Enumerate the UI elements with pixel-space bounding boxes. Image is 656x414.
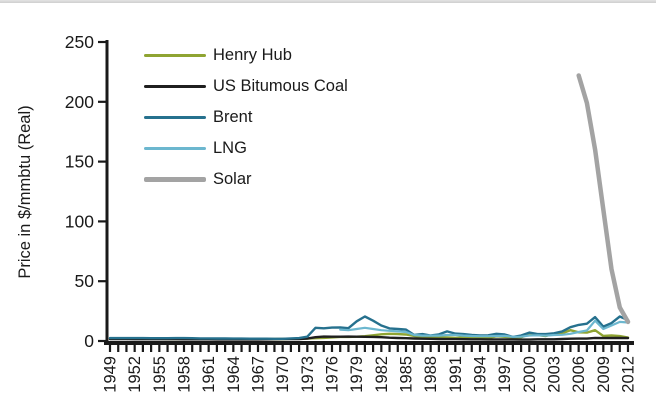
- x-axis-tick-label: 2000: [521, 356, 539, 393]
- x-axis-tick-label: 1955: [151, 356, 169, 393]
- legend-item-lng: LNG: [144, 133, 348, 164]
- series-line-solar: [576, 73, 631, 325]
- series-line-brent: [108, 315, 630, 340]
- x-axis-tick-label: 1988: [422, 356, 440, 393]
- x-axis-tick-label: 1982: [373, 356, 391, 393]
- y-axis-tick-label: 100: [65, 211, 94, 231]
- legend-swatch-us-bitumous-coal: [144, 85, 206, 88]
- y-axis-title: Price in $/mmbtu (Real): [16, 105, 34, 278]
- legend: Henry Hub US Bitumous Coal Brent LNG Sol…: [144, 40, 348, 195]
- x-axis-tick-label: 1970: [274, 356, 292, 393]
- x-axis-tick-label: 1961: [200, 356, 218, 393]
- x-axis-tick-label: 1952: [126, 356, 144, 393]
- x-axis-tick-label: 1994: [471, 356, 489, 393]
- x-axis-tick-label: 1979: [348, 356, 366, 393]
- x-axis-tick-label: 2009: [595, 356, 613, 393]
- legend-item-brent: Brent: [144, 102, 348, 133]
- legend-label-us-bitumous-coal: US Bitumous Coal: [213, 77, 348, 95]
- legend-swatch-lng: [144, 147, 206, 150]
- x-axis-tick-label: 1949: [102, 356, 120, 393]
- y-axis-tick-label: 50: [75, 271, 95, 291]
- legend-label-lng: LNG: [213, 139, 247, 157]
- x-axis-tick-label: 2012: [619, 356, 637, 393]
- x-axis-tick-label: 2006: [570, 356, 588, 393]
- x-axis-tick-label: 1997: [496, 356, 514, 393]
- x-axis-tick-label: 1976: [323, 356, 341, 393]
- x-axis-tick-label: 1973: [299, 356, 317, 393]
- x-axis-tick-label: 2003: [545, 356, 563, 393]
- legend-item-henry-hub: Henry Hub: [144, 40, 348, 71]
- y-axis-tick-label: 200: [65, 92, 94, 112]
- x-axis-tick-label: 1958: [175, 356, 193, 393]
- y-axis-tick-label: 0: [84, 331, 94, 351]
- legend-label-solar: Solar: [213, 170, 252, 188]
- legend-label-brent: Brent: [213, 108, 253, 126]
- x-axis-tick-label: 1985: [397, 356, 415, 393]
- x-axis-tick-label: 1967: [249, 356, 267, 393]
- x-axis-tick-label: 1991: [447, 356, 465, 393]
- legend-item-us-bitumous-coal: US Bitumous Coal: [144, 71, 348, 102]
- series-line-lng: [339, 319, 630, 338]
- top-border-rule: [0, 0, 656, 3]
- legend-swatch-brent: [144, 116, 206, 119]
- y-axis-tick-label: 150: [65, 152, 94, 172]
- legend-swatch-solar: [144, 177, 206, 182]
- legend-item-solar: Solar: [144, 164, 348, 195]
- legend-swatch-henry-hub: [144, 54, 206, 57]
- x-axis-tick-label: 1964: [225, 356, 243, 393]
- legend-label-henry-hub: Henry Hub: [213, 46, 292, 64]
- y-axis-tick-label: 250: [65, 32, 94, 52]
